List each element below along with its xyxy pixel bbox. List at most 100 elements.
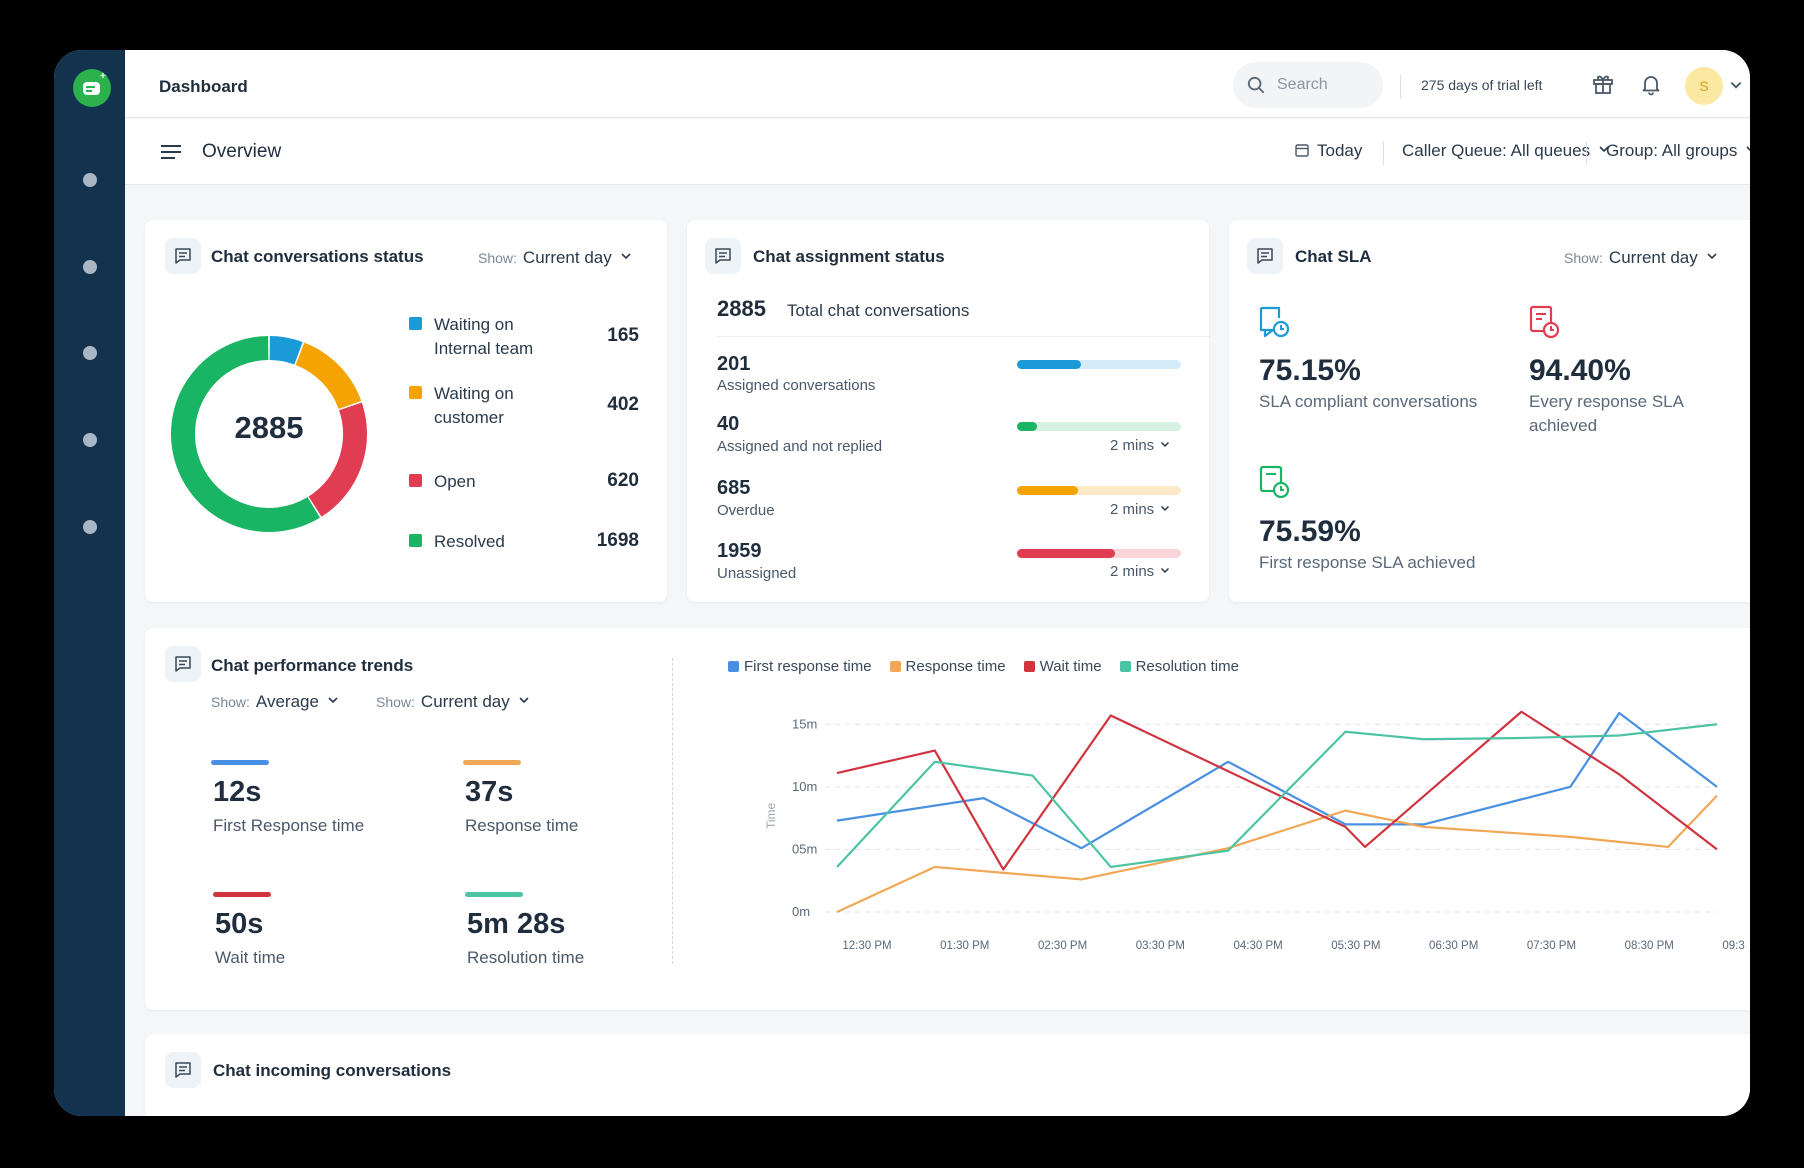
performance-card: Chat performance trends Show: Average Sho…: [145, 628, 1750, 1010]
legend-label: Waiting on Internal team: [434, 315, 534, 358]
sidebar-item-5[interactable]: [83, 520, 97, 534]
assignment-status-card: Chat assignment status 2885 Total chat c…: [687, 220, 1211, 602]
unassigned-label: Unassigned: [717, 565, 797, 582]
divider: [1586, 141, 1587, 165]
trial-status: 275 days of trial left: [1421, 77, 1543, 93]
overdue-mins-dropdown[interactable]: 2 mins: [1110, 501, 1170, 518]
group-filter[interactable]: Group: All groups: [1606, 141, 1750, 161]
first-response-sla-value: 75.59%: [1259, 515, 1361, 548]
sidebar-item-3[interactable]: [83, 346, 97, 360]
donut-slice[interactable]: [269, 336, 303, 365]
unassigned-bar: [1017, 549, 1181, 558]
date-filter-label: Today: [1317, 141, 1363, 160]
show-label: Show:: [211, 694, 250, 710]
sidebar: +: [54, 50, 125, 1116]
queue-filter-label: Caller Queue: All queues: [1402, 141, 1591, 160]
chat-icon: [165, 646, 201, 682]
show-value: Average: [255, 692, 319, 711]
legend-resolution[interactable]: Resolution time: [1119, 658, 1239, 675]
donut-slice[interactable]: [308, 402, 367, 517]
app-logo[interactable]: +: [73, 69, 111, 107]
chevron-down-icon: [1161, 567, 1170, 574]
y-tick-label: 10m: [792, 779, 817, 794]
unassigned-mins-dropdown[interactable]: 2 mins: [1110, 563, 1170, 580]
wait-value: 50s: [215, 908, 264, 940]
queue-filter[interactable]: Caller Queue: All queues: [1402, 141, 1610, 161]
legend-label: Response time: [905, 658, 1006, 675]
chevron-down-icon: [519, 697, 529, 704]
series-line[interactable]: [836, 794, 1718, 913]
legend-value: 620: [607, 470, 639, 491]
overdue-bar-fill: [1017, 486, 1078, 495]
legend-swatch: [409, 474, 422, 487]
overdue-label: Overdue: [717, 502, 775, 519]
y-tick-label: 15m: [792, 716, 817, 731]
search-input[interactable]: [1277, 74, 1377, 96]
unassigned-bar-fill: [1017, 549, 1116, 558]
gift-icon[interactable]: [1591, 72, 1615, 96]
wait-label: Wait time: [215, 948, 286, 967]
series-line[interactable]: [836, 711, 1718, 850]
x-tick-label: 07:30 PM: [1527, 940, 1576, 952]
response-value: 37s: [465, 776, 514, 808]
overdue-bar: [1017, 486, 1181, 495]
menu-icon[interactable]: [160, 143, 182, 161]
metric-line-resolution: [465, 892, 523, 897]
chevron-down-icon: [1161, 441, 1170, 448]
x-tick-label: 09:30 PM: [1722, 940, 1745, 952]
sidebar-item-4[interactable]: [83, 433, 97, 447]
metric-line-wait: [213, 892, 271, 897]
card-title: Chat conversations status: [211, 247, 424, 266]
chevron-down-icon[interactable]: [1729, 78, 1743, 92]
app-window: + Dashboard 275 days of trial left: [54, 50, 1750, 1116]
every-response-sla-icon: [1529, 305, 1560, 339]
legend-wait[interactable]: Wait time: [1023, 658, 1102, 675]
date-filter[interactable]: Today: [1295, 141, 1362, 161]
card-title: Chat incoming conversations: [213, 1061, 452, 1080]
x-tick-label: 08:30 PM: [1625, 940, 1674, 952]
sidebar-item-1[interactable]: [83, 173, 97, 187]
page-title: Dashboard: [159, 77, 248, 96]
every-response-sla-label: Every response SLA achieved: [1529, 392, 1684, 435]
card-title: Chat performance trends: [211, 656, 414, 675]
every-response-sla-value: 94.40%: [1529, 354, 1631, 387]
legend-value: 402: [607, 394, 639, 415]
show-dropdown[interactable]: Show: Current day: [1564, 248, 1718, 268]
card-title: Chat assignment status: [753, 247, 945, 266]
not-replied-mins-dropdown[interactable]: 2 mins: [1110, 437, 1170, 454]
legend-value: 165: [607, 325, 639, 346]
unassigned-value: 1959: [717, 540, 762, 562]
legend-swatch: [1023, 661, 1035, 672]
legend-item-resolved: Resolved 1698: [409, 530, 639, 556]
donut-slice[interactable]: [171, 336, 320, 532]
search-box[interactable]: [1233, 62, 1383, 108]
x-tick-label: 02:30 PM: [1038, 940, 1087, 952]
bell-icon[interactable]: [1639, 72, 1663, 96]
show-period-dropdown[interactable]: Show: Current day: [376, 692, 530, 712]
search-icon: [1247, 76, 1265, 94]
legend-swatch: [409, 317, 422, 330]
series-line[interactable]: [836, 723, 1718, 869]
sla-compliant-icon: [1259, 306, 1290, 338]
avatar[interactable]: S: [1685, 67, 1723, 105]
legend-first-response[interactable]: First response time: [728, 658, 872, 675]
show-value: Current day: [1608, 248, 1698, 267]
assignment-total: 2885: [717, 296, 766, 321]
resolution-value: 5m 28s: [467, 908, 566, 940]
divider: [672, 658, 673, 964]
mins-label: 2 mins: [1110, 501, 1155, 518]
series-line[interactable]: [836, 710, 1718, 871]
show-dropdown[interactable]: Show: Current day: [478, 248, 632, 268]
chat-icon: [165, 238, 201, 274]
assigned-value: 201: [717, 353, 751, 375]
legend-response[interactable]: Response time: [889, 658, 1006, 675]
legend-value: 1698: [596, 530, 639, 551]
divider: [1383, 141, 1384, 165]
show-average-dropdown[interactable]: Show: Average: [211, 692, 339, 712]
donut-slice[interactable]: [295, 342, 362, 410]
not-replied-value: 40: [717, 413, 740, 435]
sidebar-item-2[interactable]: [83, 260, 97, 274]
legend-label: Wait time: [1039, 658, 1102, 675]
legend-label: Resolved: [434, 532, 505, 551]
chevron-down-icon: [621, 253, 631, 260]
